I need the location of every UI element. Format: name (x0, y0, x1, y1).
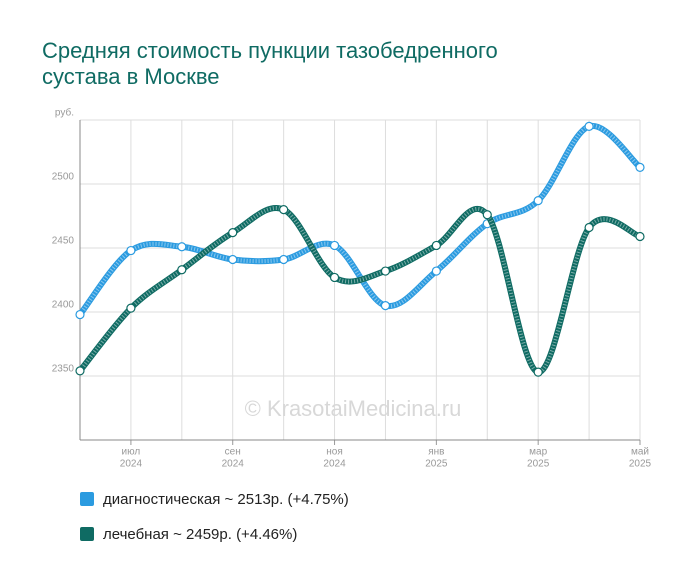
legend-swatch (80, 527, 94, 541)
watermark: © KrasotaiMedicina.ru (245, 396, 462, 421)
series-line-hatch (78, 124, 642, 316)
data-point (431, 266, 441, 276)
data-point (380, 301, 391, 311)
data-point (126, 245, 136, 256)
data-point (380, 266, 391, 276)
legend-label: лечебная ~ 2459р. (+4.46%) (103, 526, 297, 543)
x-tick-label: ноя (326, 447, 343, 458)
data-point (177, 265, 187, 275)
x-tick-label: июл (122, 447, 141, 458)
y-tick-label: 2450 (52, 236, 75, 247)
data-point (533, 196, 543, 206)
data-point (228, 254, 238, 265)
x-tick-year: 2024 (323, 459, 346, 470)
x-tick-label: янв (428, 447, 444, 458)
legend-swatch (80, 492, 94, 506)
x-tick-year: 2025 (527, 459, 550, 470)
data-point (177, 242, 187, 252)
series-line (77, 205, 643, 376)
data-point (75, 366, 85, 376)
y-tick-label: 2500 (52, 172, 75, 183)
x-tick-year: 2024 (120, 459, 143, 470)
data-point (584, 121, 594, 132)
x-tick-label: май (631, 447, 649, 458)
legend-label: диагностическая ~ 2513р. (+4.75%) (103, 491, 349, 508)
data-point (228, 228, 238, 238)
data-point (329, 240, 340, 251)
y-tick-label: руб. (55, 107, 74, 119)
data-point (584, 222, 594, 233)
y-tick-label: 2350 (52, 364, 75, 375)
data-point (279, 254, 289, 265)
x-tick-label: сен (225, 447, 241, 458)
x-tick-year: 2025 (629, 459, 652, 470)
chart-title: Средняя стоимость пункции тазобедренного… (42, 38, 498, 89)
data-point (329, 272, 340, 283)
x-tick-label: мар (529, 447, 547, 458)
data-point (75, 309, 85, 320)
data-point (482, 210, 492, 220)
x-tick-year: 2025 (425, 459, 448, 470)
series-line (77, 123, 643, 318)
data-point (431, 240, 441, 251)
data-point (533, 367, 543, 377)
data-point (635, 162, 645, 172)
x-tick-year: 2024 (222, 459, 245, 470)
y-tick-label: 2400 (52, 300, 75, 311)
data-point (126, 303, 136, 313)
data-point (635, 231, 645, 242)
data-point (279, 205, 289, 215)
